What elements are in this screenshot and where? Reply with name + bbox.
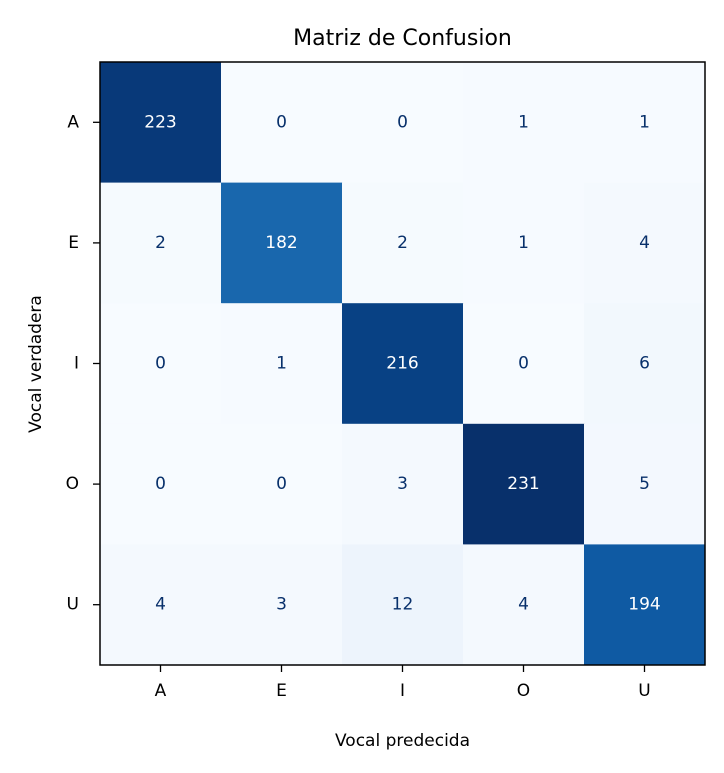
heatmap-cell	[342, 62, 464, 184]
heatmap-cell	[463, 423, 585, 545]
heatmap-cell-value: 0	[518, 354, 529, 374]
heatmap-cell-value: 216	[386, 354, 418, 374]
y-tick-label: A	[67, 112, 79, 132]
heatmap-cell-value: 0	[155, 474, 166, 494]
heatmap-cell-value: 0	[276, 474, 287, 494]
heatmap-cell-value: 1	[518, 112, 529, 132]
heatmap-cell	[221, 423, 343, 545]
heatmap-cell-value: 1	[276, 354, 287, 374]
heatmap-cell	[463, 303, 585, 425]
heatmap-cell-value: 4	[518, 595, 529, 615]
heatmap-cell	[221, 62, 343, 184]
y-tick-label: E	[68, 233, 79, 253]
heatmap-cell	[100, 544, 222, 666]
x-tick-label: I	[400, 681, 405, 701]
heatmap-cell-value: 0	[155, 354, 166, 374]
heatmap-cell	[463, 62, 585, 184]
heatmap-cell-value: 231	[507, 474, 539, 494]
heatmap-cell-labels: 223 0 0 1 12 182 2 1 40 1 216 0 60 0 3 231 54 3 12 4 194	[144, 112, 660, 614]
heatmap-cell	[584, 62, 706, 184]
heatmap-cell	[342, 303, 464, 425]
heatmap-cell-value: 223	[144, 112, 176, 132]
heatmap-cell	[584, 303, 706, 425]
heatmap-cell	[221, 182, 343, 304]
heatmap-cell-value: 6	[639, 354, 650, 374]
heatmap-cell	[100, 62, 222, 184]
heatmap-cell-value: 0	[397, 112, 408, 132]
x-tick-label: O	[517, 681, 530, 701]
heatmap-cell-value: 1	[518, 233, 529, 253]
heatmap-cell-value: 1	[639, 112, 650, 132]
heatmap-cells	[100, 62, 706, 666]
heatmap-cell	[463, 544, 585, 666]
heatmap-cell	[221, 544, 343, 666]
heatmap-cell-value: 194	[628, 595, 660, 615]
y-tick-label: U	[67, 595, 79, 615]
heatmap-cell-value: 4	[155, 595, 166, 615]
x-tick-label: A	[155, 681, 167, 701]
y-tick-label: I	[74, 354, 79, 374]
x-axis-label: Vocal predecida	[335, 731, 470, 751]
heatmap-cell-value: 0	[276, 112, 287, 132]
y-axis-ticks: A E I O U	[66, 112, 100, 615]
y-tick-label: O	[66, 474, 79, 494]
heatmap-cell-value: 3	[276, 595, 287, 615]
heatmap-cell	[100, 182, 222, 304]
heatmap-cell	[584, 423, 706, 545]
heatmap-cell	[463, 182, 585, 304]
heatmap-cell	[221, 303, 343, 425]
x-tick-label: E	[276, 681, 287, 701]
heatmap-cell-value: 3	[397, 474, 408, 494]
x-tick-label: U	[638, 681, 650, 701]
heatmap-cell-value: 12	[392, 595, 414, 615]
heatmap-cell-value: 4	[639, 233, 650, 253]
heatmap-cell	[342, 423, 464, 545]
chart-title: Matriz de Confusion	[293, 26, 512, 51]
heatmap-cell-value: 2	[397, 233, 408, 253]
heatmap-cell	[342, 544, 464, 666]
heatmap-cell	[100, 303, 222, 425]
heatmap-cell	[584, 544, 706, 666]
heatmap-cell-value: 5	[639, 474, 650, 494]
y-axis-label: Vocal verdadera	[26, 295, 46, 433]
heatmap-cell-value: 182	[265, 233, 297, 253]
heatmap-cell	[342, 182, 464, 304]
heatmap-cell	[100, 423, 222, 545]
heatmap-cell	[584, 182, 706, 304]
heatmap-cell-value: 2	[155, 233, 166, 253]
